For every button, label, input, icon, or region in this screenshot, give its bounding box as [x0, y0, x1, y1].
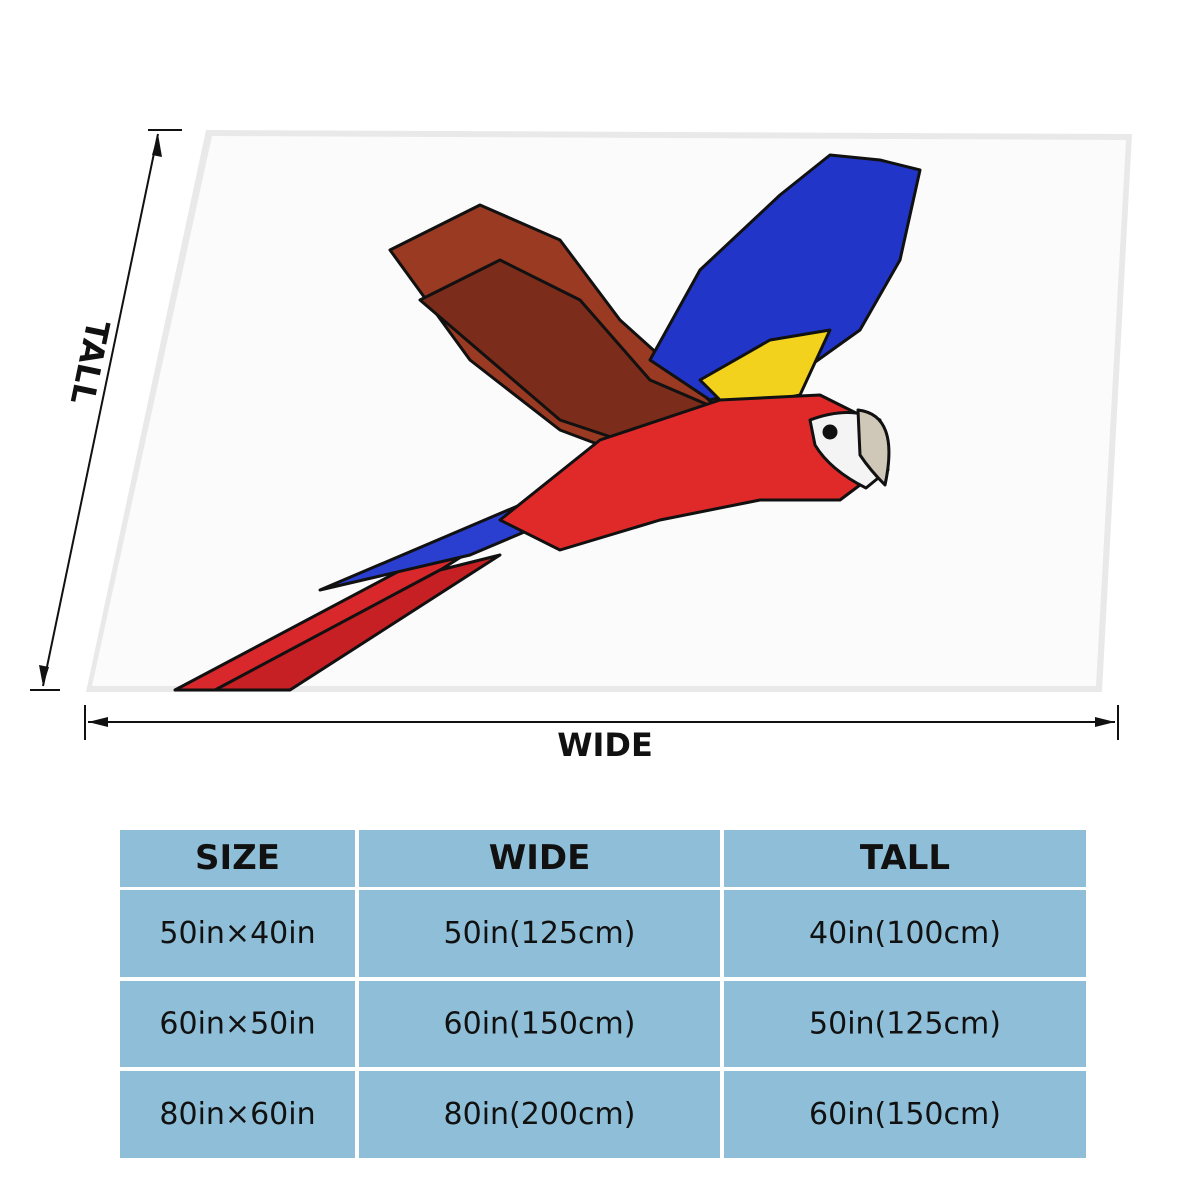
wide-dimension [84, 705, 1119, 740]
cell-text: 80in×60in [159, 1097, 315, 1132]
size-table: SIZE WIDE TALL 50in×40in 50in(125cm) 40in(100… [120, 830, 1086, 1158]
table-cell [724, 1071, 1086, 1158]
tall-label: TALL [63, 317, 117, 408]
table-cell [120, 830, 355, 887]
table-cell [120, 890, 355, 977]
arrowhead [152, 134, 162, 157]
table-cell [359, 1071, 720, 1158]
cell-text: 60in×50in [159, 1007, 315, 1042]
cell-text: 50in(125cm) [444, 916, 636, 951]
parrot-illustration [173, 153, 922, 692]
wide-label: WIDE [557, 726, 653, 764]
table-cell [359, 981, 720, 1067]
cell-text: 40in(100cm) [809, 916, 1001, 951]
table-cell [724, 981, 1086, 1067]
cell-text: 50in(125cm) [809, 1007, 1001, 1042]
header-text: TALL [860, 838, 950, 878]
table-cell [359, 830, 720, 887]
arrowhead [39, 665, 49, 686]
arrowhead [88, 717, 108, 727]
header-text: WIDE [489, 838, 591, 878]
table-cell [359, 890, 720, 977]
arrowhead [1095, 717, 1115, 727]
table-cell [120, 1071, 355, 1158]
table-cell [120, 981, 355, 1067]
cell-text: 60in(150cm) [809, 1097, 1001, 1132]
cell-text: 50in×40in [159, 916, 315, 951]
cell-text: 60in(150cm) [444, 1007, 636, 1042]
table-cell [724, 890, 1086, 977]
cell-text: 80in(200cm) [444, 1097, 636, 1132]
tall-dimension [30, 129, 182, 691]
dimension-line [42, 133, 159, 687]
table-cell [724, 830, 1086, 887]
header-text: SIZE [195, 838, 280, 878]
